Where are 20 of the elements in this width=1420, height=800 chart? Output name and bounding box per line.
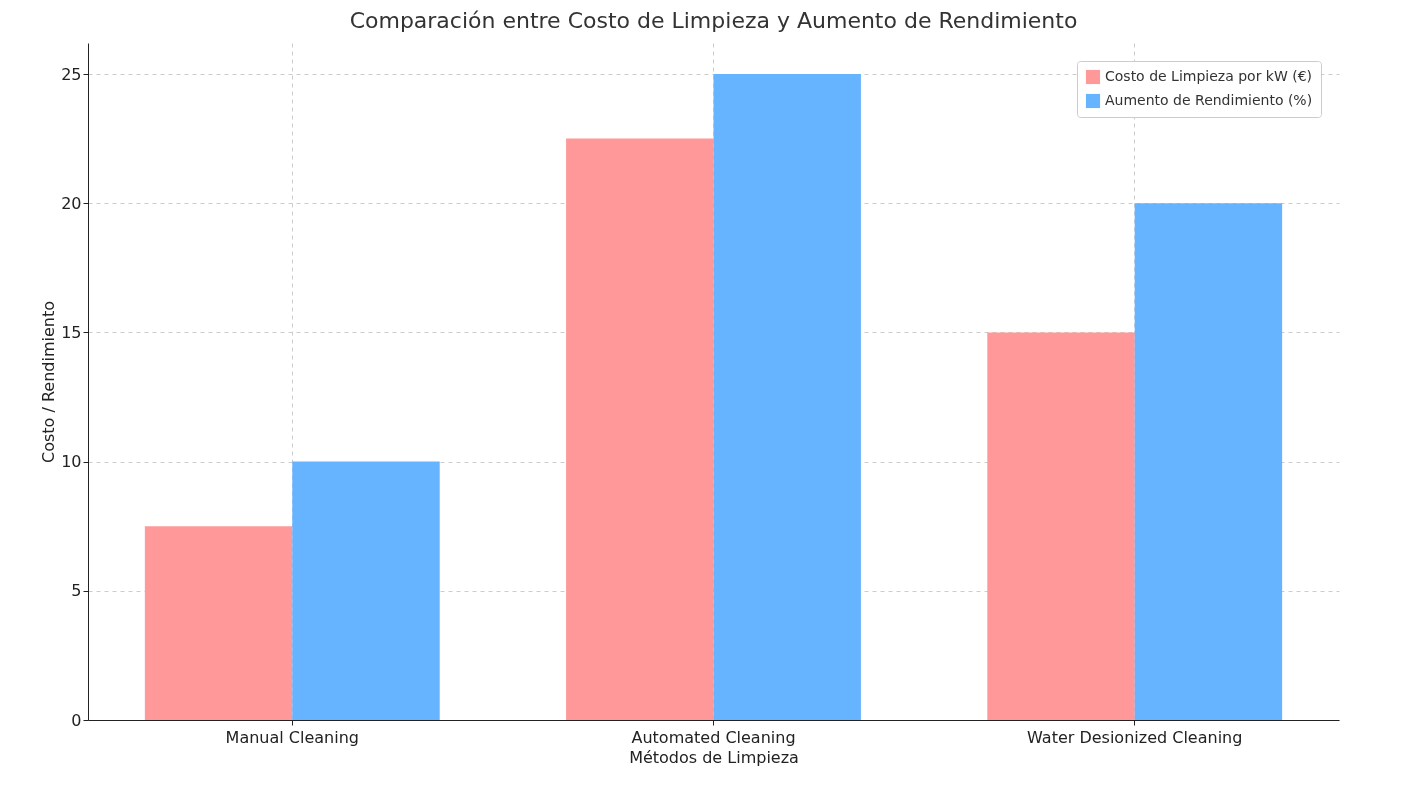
y-tick-label: 15 [61, 322, 82, 342]
legend-label: Aumento de Rendimiento (%) [1105, 92, 1313, 108]
bar [1134, 203, 1283, 720]
x-tick-label: Water Desionized Cleaning [1027, 727, 1243, 747]
y-tick-label: 20 [61, 193, 82, 213]
x-tick-label: Manual Cleaning [225, 727, 359, 747]
bar [566, 138, 714, 720]
y-tick-label: 5 [71, 581, 82, 601]
x-tick-label: Automated Cleaning [631, 727, 796, 747]
y-axis-title: Costo / Rendimiento [39, 301, 59, 463]
bar [987, 332, 1135, 720]
x-axis-title: Métodos de Limpieza [629, 747, 799, 767]
legend-label: Costo de Limpieza por kW (€) [1105, 68, 1313, 84]
bar [713, 74, 861, 720]
bar [144, 526, 293, 720]
y-tick-label: 25 [61, 64, 82, 84]
y-tick-label: 10 [61, 452, 82, 472]
bar [292, 461, 440, 720]
y-tick-label: 0 [71, 710, 82, 730]
chart-title: Comparación entre Costo de Limpieza y Aumento de Rendimiento [349, 8, 1078, 33]
